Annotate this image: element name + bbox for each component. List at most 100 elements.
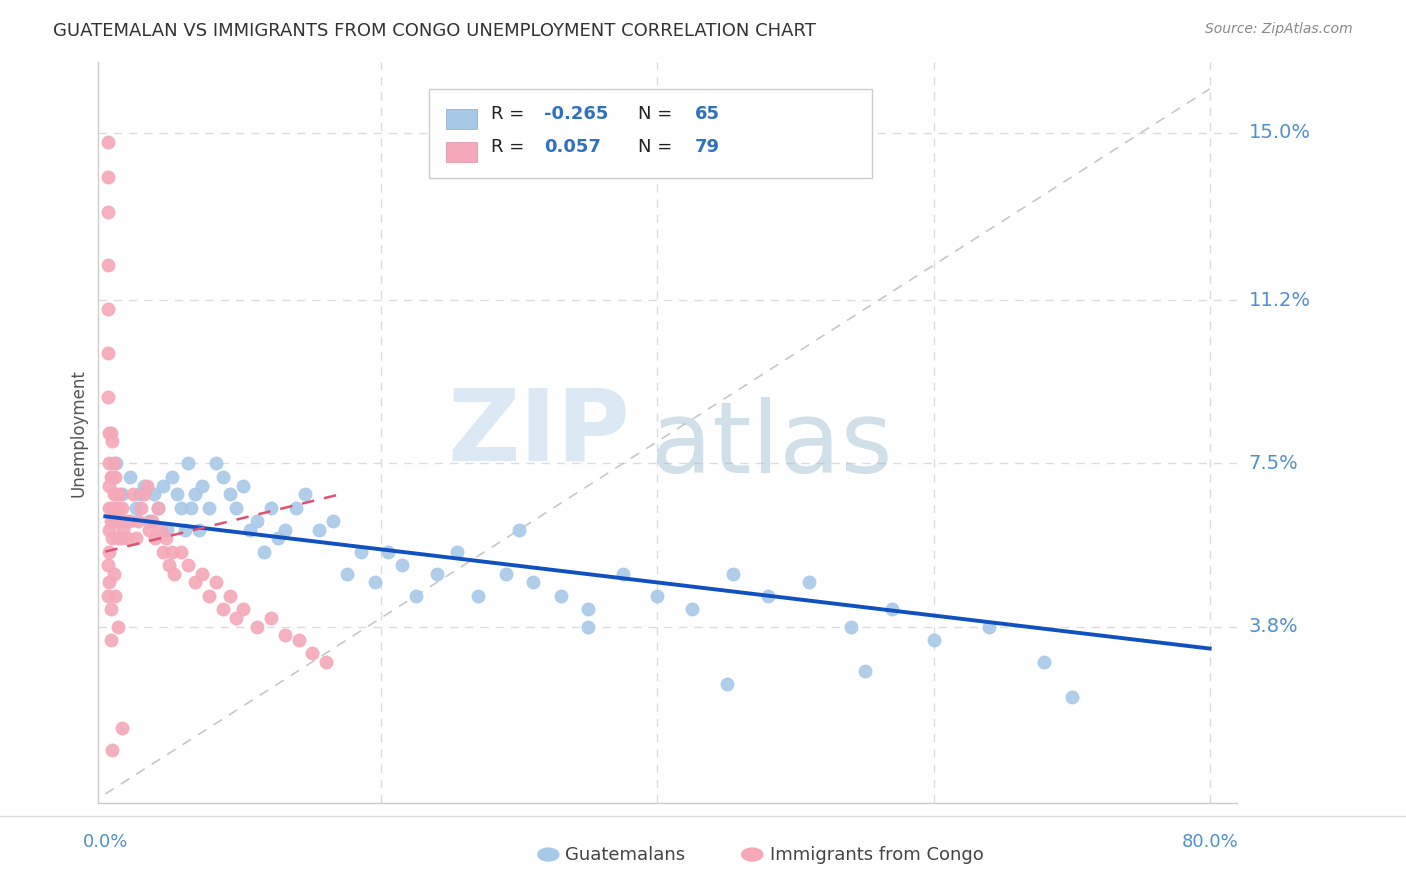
Point <box>723 566 745 581</box>
Point <box>495 566 517 581</box>
Point <box>112 523 135 537</box>
Point <box>287 632 309 647</box>
Point <box>922 632 945 647</box>
Point <box>146 500 169 515</box>
Point <box>391 558 413 572</box>
Point <box>149 523 172 537</box>
Point <box>467 589 489 603</box>
Point <box>104 589 127 603</box>
Text: 11.2%: 11.2% <box>1249 291 1310 310</box>
Point <box>239 523 262 537</box>
Point <box>98 544 121 558</box>
Point <box>156 523 179 537</box>
Point <box>103 487 125 501</box>
Point <box>211 469 233 483</box>
Text: 15.0%: 15.0% <box>1249 123 1310 143</box>
Point <box>363 575 385 590</box>
Point <box>225 611 247 625</box>
Point <box>138 514 160 528</box>
Point <box>1060 690 1083 704</box>
Point <box>107 619 129 633</box>
Point <box>166 487 188 501</box>
Point <box>253 544 276 558</box>
Point <box>100 514 122 528</box>
Point <box>267 532 290 546</box>
Point <box>100 469 122 483</box>
Point <box>100 602 122 616</box>
Point <box>155 532 177 546</box>
Point <box>103 566 125 581</box>
Point <box>308 523 330 537</box>
Point <box>97 589 120 603</box>
Text: 3.8%: 3.8% <box>1249 617 1298 636</box>
Text: 0.057: 0.057 <box>544 138 600 156</box>
Point <box>122 487 145 501</box>
Point <box>97 205 120 219</box>
Point <box>97 346 120 360</box>
Point <box>135 478 157 492</box>
Text: Guatemalans: Guatemalans <box>565 846 685 863</box>
Point <box>756 589 779 603</box>
Point <box>97 169 120 184</box>
Point <box>107 500 129 515</box>
Point <box>101 743 124 757</box>
Point <box>211 602 233 616</box>
Point <box>977 619 1000 633</box>
Point <box>1033 655 1056 669</box>
Point <box>146 500 169 515</box>
Point <box>681 602 703 616</box>
Point <box>174 523 197 537</box>
Point <box>141 514 163 528</box>
Text: -0.265: -0.265 <box>544 105 609 123</box>
Point <box>138 523 160 537</box>
Point <box>232 602 254 616</box>
Point <box>426 566 449 581</box>
Point <box>98 500 121 515</box>
Point <box>120 469 142 483</box>
Text: GUATEMALAN VS IMMIGRANTS FROM CONGO UNEMPLOYMENT CORRELATION CHART: GUATEMALAN VS IMMIGRANTS FROM CONGO UNEM… <box>53 22 817 40</box>
Point <box>120 514 142 528</box>
Point <box>125 500 148 515</box>
Point <box>97 390 120 404</box>
Point <box>284 500 307 515</box>
Y-axis label: Unemployment: Unemployment <box>69 368 87 497</box>
Point <box>142 487 165 501</box>
Point <box>97 258 120 272</box>
Point <box>446 544 468 558</box>
Point <box>647 589 669 603</box>
Point <box>101 434 124 449</box>
Text: Source: ZipAtlas.com: Source: ZipAtlas.com <box>1205 22 1353 37</box>
Text: N =: N = <box>638 105 678 123</box>
Point <box>97 302 120 317</box>
Text: 65: 65 <box>695 105 720 123</box>
Text: 0.0%: 0.0% <box>83 833 128 851</box>
Point <box>125 532 148 546</box>
Point <box>350 544 373 558</box>
Point <box>132 478 155 492</box>
Point <box>315 655 337 669</box>
Point <box>160 544 183 558</box>
Point <box>97 135 120 149</box>
Point <box>103 514 125 528</box>
Point <box>246 514 269 528</box>
Point <box>882 602 904 616</box>
Point <box>107 532 129 546</box>
Point <box>191 566 214 581</box>
Point <box>322 514 344 528</box>
Point <box>184 487 207 501</box>
Point <box>108 487 131 501</box>
Point <box>578 602 600 616</box>
Point <box>853 664 876 678</box>
Point <box>157 558 180 572</box>
Point <box>115 514 138 528</box>
Point <box>170 544 193 558</box>
Point <box>612 566 634 581</box>
Text: N =: N = <box>638 138 678 156</box>
Point <box>246 619 269 633</box>
Text: 79: 79 <box>695 138 720 156</box>
Point <box>716 677 738 691</box>
Point <box>274 523 297 537</box>
Point <box>204 575 226 590</box>
Point <box>104 469 127 483</box>
Point <box>97 558 120 572</box>
